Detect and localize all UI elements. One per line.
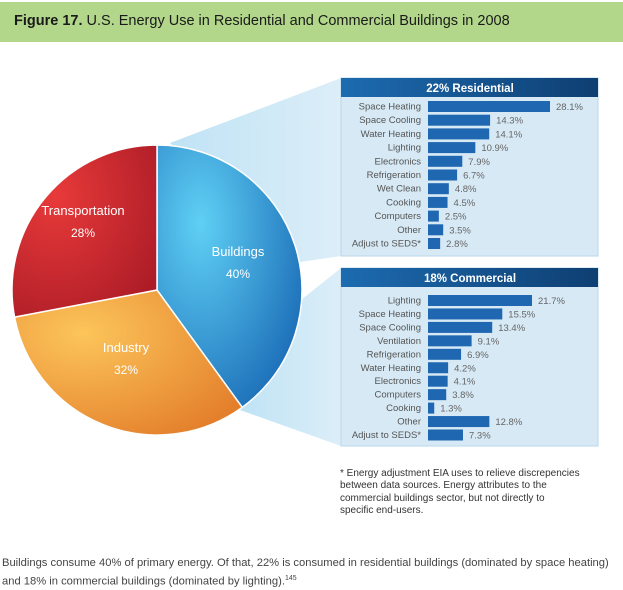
bar-value-label: 12.8% xyxy=(495,417,522,428)
category-label: Adjust to SEDS* xyxy=(352,430,421,441)
category-label: Electronics xyxy=(375,376,422,387)
category-label: Ventilation xyxy=(377,336,421,347)
figure-label: Figure 17. xyxy=(14,13,83,29)
bar xyxy=(428,196,448,208)
category-label: Water Heating xyxy=(361,363,421,374)
bar-value-label: 3.5% xyxy=(449,225,471,236)
bar xyxy=(428,308,503,320)
pie-value-label: 32% xyxy=(114,363,138,377)
title-text: U.S. Energy Use in Residential and Comme… xyxy=(86,13,510,29)
funnel-commercial xyxy=(240,268,341,446)
panel-header xyxy=(341,78,598,97)
pie-slice-buildings xyxy=(156,144,303,409)
caption: Buildings consume 40% of primary energy.… xyxy=(2,556,617,590)
pie-slice-industry xyxy=(13,289,244,436)
bar-value-label: 14.1% xyxy=(495,129,522,140)
figure-title: Figure 17. U.S. Energy Use in Residentia… xyxy=(14,13,510,29)
pie-slice-transportation xyxy=(11,144,158,319)
caption-text: Buildings consume 40% of primary energy.… xyxy=(2,557,609,588)
panel-header xyxy=(341,268,598,287)
panel-title: 22% Residential xyxy=(426,83,514,95)
pie-label: Transportation xyxy=(41,203,124,218)
bar xyxy=(428,238,441,249)
category-label: Other xyxy=(397,417,421,428)
category-label: Cooking xyxy=(386,197,421,208)
bar xyxy=(428,183,449,195)
bar xyxy=(428,169,458,181)
category-label: Space Heating xyxy=(359,102,421,113)
bar-value-label: 13.4% xyxy=(498,323,525,334)
bar-panel-residential: 22% Residential Space Heating 28.1% Space C… xyxy=(340,77,599,257)
bar-value-label: 4.8% xyxy=(455,184,477,195)
figure-title-bar: Figure 17. U.S. Energy Use in Residentia… xyxy=(0,2,623,42)
category-label: Other xyxy=(397,225,421,236)
category-label: Space Cooling xyxy=(359,322,421,333)
category-label: Space Heating xyxy=(359,309,421,320)
category-label: Wet Clean xyxy=(377,184,421,195)
bar xyxy=(428,142,476,154)
category-label: Water Heating xyxy=(361,129,421,140)
bar-value-label: 3.8% xyxy=(452,390,474,401)
category-label: Refrigeration xyxy=(367,170,421,181)
category-label: Space Cooling xyxy=(359,115,421,126)
bar xyxy=(428,224,444,236)
bar-value-label: 2.8% xyxy=(446,239,468,250)
footnote: * Energy adjustment EIA uses to relieve … xyxy=(340,468,580,516)
bar-value-label: 28.1% xyxy=(556,102,583,113)
bar-value-label: 4.1% xyxy=(454,377,476,388)
bar-value-label: 10.9% xyxy=(481,143,508,154)
bar xyxy=(428,210,439,222)
bar-value-label: 2.5% xyxy=(445,212,467,223)
bar-value-label: 4.5% xyxy=(454,198,476,209)
bar xyxy=(428,402,435,414)
bar xyxy=(428,389,447,401)
bar-value-label: 4.2% xyxy=(454,363,476,374)
category-label: Adjust to SEDS* xyxy=(352,239,421,250)
pie-value-label: 40% xyxy=(226,267,250,281)
caption-reference: 145 xyxy=(284,575,297,582)
bar xyxy=(428,348,462,360)
bar xyxy=(428,335,472,347)
bar xyxy=(428,362,449,374)
category-label: Cooking xyxy=(386,403,421,414)
category-label: Computers xyxy=(375,211,422,222)
pie-label: Buildings xyxy=(212,244,265,259)
bar xyxy=(428,114,491,126)
pie-label: Industry xyxy=(103,340,150,355)
bar-value-label: 21.7% xyxy=(538,296,565,307)
bar-value-label: 15.5% xyxy=(508,309,535,320)
bar xyxy=(428,155,463,167)
category-label: Electronics xyxy=(375,156,422,167)
bar xyxy=(428,295,532,306)
bar-value-label: 9.1% xyxy=(478,336,500,347)
bar-value-label: 6.7% xyxy=(463,171,485,182)
bar xyxy=(428,416,490,428)
category-label: Lighting xyxy=(388,143,421,154)
bar-value-label: 14.3% xyxy=(496,116,523,127)
bar-value-label: 7.9% xyxy=(468,157,490,168)
category-label: Refrigeration xyxy=(367,349,421,360)
bar-value-label: 1.3% xyxy=(440,404,462,415)
bar xyxy=(428,101,550,112)
category-label: Lighting xyxy=(388,296,421,307)
pie-value-label: 28% xyxy=(71,226,95,240)
category-label: Computers xyxy=(375,390,422,401)
bar xyxy=(428,375,448,387)
bar-value-label: 6.9% xyxy=(467,350,489,361)
funnel-residential xyxy=(170,78,341,262)
bar xyxy=(428,321,493,333)
bar xyxy=(428,429,463,441)
bar xyxy=(428,128,490,140)
bar-value-label: 7.3% xyxy=(469,431,491,442)
panel-title: 18% Commercial xyxy=(424,273,516,285)
